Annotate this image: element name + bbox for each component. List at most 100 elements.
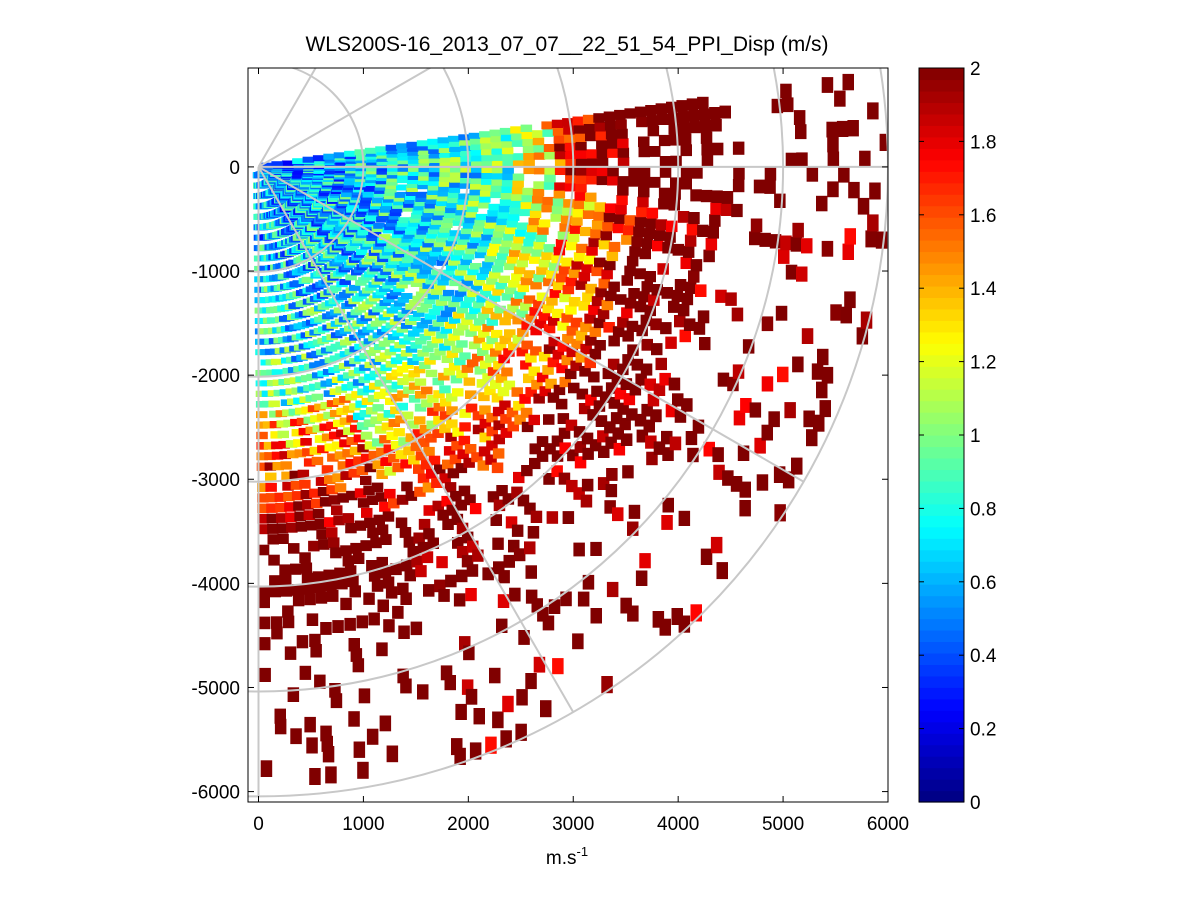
heatmap-cell [565,158,577,168]
heatmap-cell [412,326,424,333]
heatmap-cell [408,330,420,337]
heatmap-cell [357,444,369,453]
heatmap-cell [491,148,503,155]
heatmap-cell [265,472,277,482]
colorbar-band [919,90,964,104]
heatmap-cell [353,412,365,421]
heatmap-cell [408,245,421,252]
heatmap-cell [842,243,854,260]
heatmap-cell [636,206,648,218]
heatmap-cell [606,251,619,262]
heatmap-cell [419,361,431,369]
heatmap-cell [453,249,465,256]
heatmap-cell [413,366,426,374]
heatmap-cell [436,331,448,339]
heatmap-cell [281,160,294,167]
heatmap-cell [543,244,555,253]
heatmap-cell [510,126,522,134]
heatmap-cell [597,477,610,490]
heatmap-cell [455,499,467,511]
heatmap-cell [262,421,275,429]
heatmap-cell [635,373,647,386]
heatmap-cell [470,155,483,162]
heatmap-cell [842,73,854,91]
heatmap-cell [522,138,534,146]
heatmap-cell [465,588,477,602]
heatmap-cell [489,667,501,684]
heatmap-cell [699,337,711,351]
heatmap-cell [509,249,521,257]
heatmap-cell [354,149,366,156]
heatmap-cell [443,245,456,252]
heatmap-cell [520,201,533,210]
heatmap-cell [346,490,358,501]
heatmap-cell [677,304,690,317]
heatmap-cell [439,156,451,163]
heatmap-cell [604,260,616,271]
heatmap-cell [472,353,484,362]
heatmap-cell [493,499,506,512]
heatmap-cell [299,552,311,564]
heatmap-cell [635,570,648,586]
heatmap-cell [705,237,718,251]
heatmap-cell [397,165,409,172]
heatmap-cell [413,464,425,474]
heatmap-cell [424,329,436,336]
heatmap-cell [698,108,711,121]
heatmap-cell [645,105,657,116]
heatmap-cell [427,138,439,145]
heatmap-cell [556,363,568,374]
heatmap-cell [459,145,472,151]
heatmap-cell [409,216,422,223]
heatmap-cell [429,166,441,173]
heatmap-cell [661,287,673,299]
heatmap-cell [479,267,491,275]
heatmap-cell [374,355,387,362]
heatmap-cell [428,157,441,163]
heatmap-cell [406,224,419,231]
heatmap-cell [265,493,278,503]
heatmap-cell [259,637,271,651]
heatmap-cell [522,145,535,153]
heatmap-cell [796,152,808,168]
heatmap-cell [416,272,429,279]
heatmap-cell [440,326,452,334]
heatmap-cell [474,219,486,226]
heatmap-cell [685,431,698,446]
heatmap-cell [485,300,497,308]
heatmap-cell [446,419,458,429]
heatmap-cell [449,171,462,178]
heatmap-cell [367,394,380,403]
heatmap-cell [471,452,483,463]
heatmap-cell [279,451,291,460]
heatmap-cell [690,189,702,202]
heatmap-cell [506,407,519,418]
heatmap-cell [421,399,433,408]
heatmap-cell [366,323,379,330]
heatmap-cell [732,179,745,193]
heatmap-cell [256,452,268,461]
heatmap-cell [460,161,472,168]
heatmap-cell [521,421,534,433]
heatmap-cell [439,166,451,173]
heatmap-cell [548,336,560,347]
heatmap-cell [617,316,629,328]
heatmap-cell [580,322,592,333]
heatmap-cell [548,599,561,614]
heatmap-cell [500,134,513,142]
heatmap-cell [414,403,427,412]
heatmap-cell [396,184,408,191]
heatmap-cell [583,254,596,265]
colorbar-band [919,652,964,665]
heatmap-cell [472,549,484,562]
heatmap-cell [830,304,842,321]
heatmap-cell [366,728,379,745]
heatmap-cell [568,382,580,394]
heatmap-cell [552,281,565,291]
heatmap-cell [615,294,627,305]
heatmap-cell [819,400,831,418]
heatmap-cell [567,449,579,462]
heatmap-cell [405,490,418,501]
heatmap-cell [442,217,455,223]
heatmap-cell [525,353,537,363]
